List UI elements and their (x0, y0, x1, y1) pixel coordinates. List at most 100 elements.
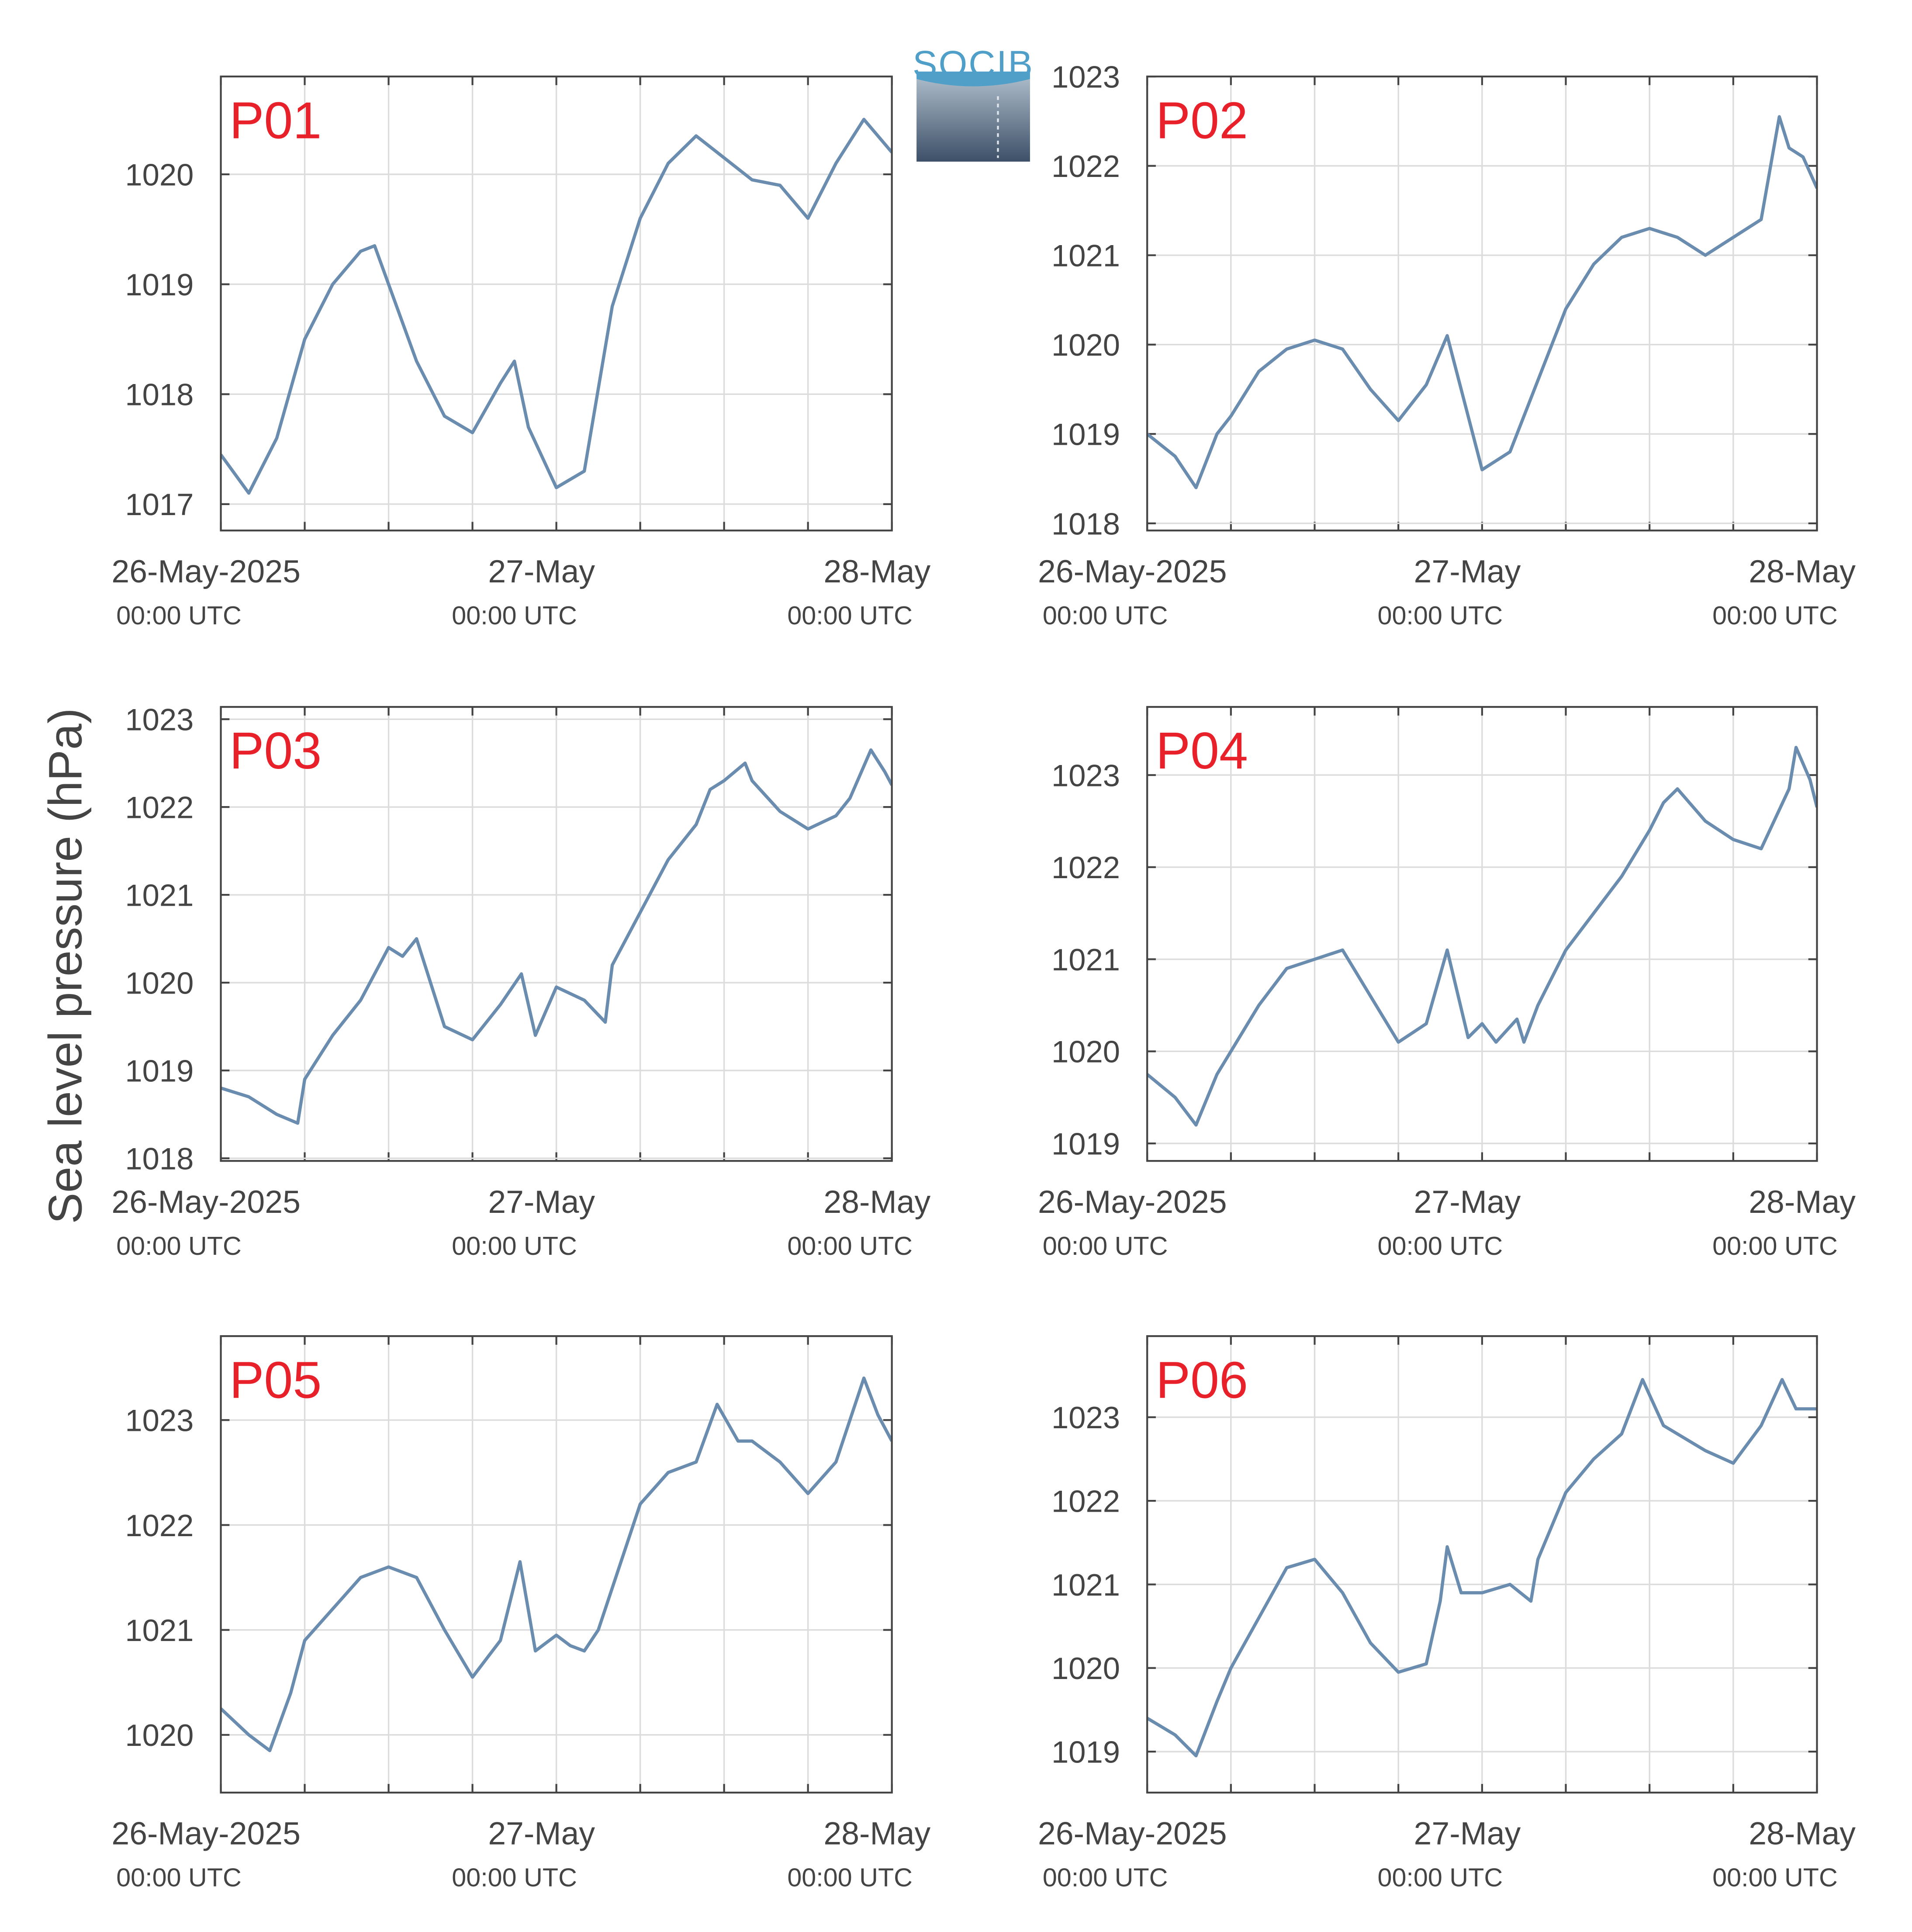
plot-area (221, 118, 892, 495)
y-tick-label: 1018 (125, 377, 194, 412)
x-tick-label: 28-May (823, 1816, 930, 1852)
y-tick-label: 1019 (125, 1054, 194, 1088)
panel: 26-May-2025 00:00 UTC 27-May 00:00 UTC 28-Ma… (111, 1335, 930, 1892)
x-tick-label: 26-May-2025 (111, 1816, 301, 1852)
data-line (1147, 115, 1817, 489)
y-tick-label: 1020 (125, 157, 194, 192)
x-tick-sublabel: 00:00 UTC (452, 601, 577, 630)
axes-frame (1146, 75, 1818, 532)
x-tick-sublabel: 00:00 UTC (1377, 1863, 1503, 1892)
x-tick-label: 28-May (823, 554, 930, 589)
data-line (1147, 746, 1817, 1127)
x-tick-label: 28-May (1749, 554, 1856, 589)
axes-frame (1146, 706, 1818, 1162)
panel-title: P03 (229, 722, 322, 780)
y-tick-label: 1020 (1051, 328, 1120, 362)
plot-area (1147, 746, 1817, 1127)
y-tick-label: 1023 (1051, 758, 1120, 793)
y-tick-label: 1023 (1051, 1400, 1120, 1435)
panel-title: P02 (1156, 92, 1248, 149)
y-axis-label: Sea level pressure (hPa) (39, 708, 91, 1224)
y-tick-label: 1022 (1051, 1484, 1120, 1519)
x-tick-sublabel: 00:00 UTC (1377, 601, 1503, 630)
y-tick-label: 1023 (1051, 59, 1120, 94)
x-tick-label: 27-May (488, 554, 595, 589)
x-tick-label: 27-May (1414, 1816, 1521, 1852)
y-tick-label: 1017 (125, 487, 194, 522)
x-tick-sublabel: 00:00 UTC (1377, 1231, 1503, 1260)
panel-title: P04 (1156, 722, 1248, 780)
x-tick-sublabel: 00:00 UTC (116, 601, 242, 630)
logo-box (916, 79, 1030, 162)
panel: 26-May-2025 00:00 UTC 27-May 00:00 UTC 28-Ma… (111, 703, 930, 1260)
y-tick-label: 1022 (1051, 149, 1120, 184)
y-tick-label: 1019 (1051, 417, 1120, 452)
y-tick-label: 1020 (1051, 1651, 1120, 1686)
x-tick-sublabel: 00:00 UTC (1043, 1863, 1168, 1892)
x-tick-sublabel: 00:00 UTC (787, 1231, 913, 1260)
panel-title: P06 (1156, 1351, 1248, 1409)
y-tick-label: 1021 (1051, 239, 1120, 273)
logo-text: SOCIB (913, 43, 1034, 84)
x-tick-label: 26-May-2025 (1038, 1184, 1227, 1220)
x-tick-sublabel: 00:00 UTC (452, 1231, 577, 1260)
x-tick-label: 27-May (488, 1816, 595, 1852)
x-tick-sublabel: 00:00 UTC (1712, 601, 1838, 630)
plot-area (221, 748, 892, 1125)
y-tick-label: 1021 (125, 1613, 194, 1648)
y-tick-label: 1022 (125, 1508, 194, 1543)
x-tick-sublabel: 00:00 UTC (1043, 1231, 1168, 1260)
axes-frame (220, 706, 893, 1162)
x-tick-sublabel: 00:00 UTC (787, 601, 913, 630)
y-tick-label: 1020 (1051, 1035, 1120, 1069)
data-line (221, 1376, 892, 1752)
panel: 26-May-2025 00:00 UTC 27-May 00:00 UTC 28-Ma… (111, 75, 930, 630)
axes-frame (220, 75, 893, 532)
panel: 26-May-2025 00:00 UTC 27-May 00:00 UTC 28-Ma… (1038, 1335, 1856, 1892)
y-tick-label: 1020 (125, 966, 194, 1001)
x-tick-label: 26-May-2025 (111, 554, 301, 589)
y-tick-label: 1023 (125, 703, 194, 737)
panel: 26-May-2025 00:00 UTC 27-May 00:00 UTC 28-Ma… (1038, 59, 1856, 630)
x-tick-sublabel: 00:00 UTC (1712, 1231, 1838, 1260)
x-tick-label: 28-May (1749, 1184, 1856, 1220)
y-tick-label: 1023 (125, 1403, 194, 1438)
x-tick-label: 26-May-2025 (111, 1184, 301, 1220)
x-tick-label: 27-May (1414, 554, 1521, 589)
data-line (221, 748, 892, 1125)
axes-frame (1146, 1335, 1818, 1794)
y-tick-label: 1020 (125, 1718, 194, 1752)
x-tick-sublabel: 00:00 UTC (1043, 601, 1168, 630)
x-tick-sublabel: 00:00 UTC (116, 1231, 242, 1260)
x-tick-label: 27-May (488, 1184, 595, 1220)
y-tick-label: 1021 (1051, 942, 1120, 977)
panel: 26-May-2025 00:00 UTC 27-May 00:00 UTC 28-Ma… (1038, 706, 1856, 1260)
axes-frame (220, 1335, 893, 1794)
x-tick-label: 27-May (1414, 1184, 1521, 1220)
x-tick-label: 28-May (1749, 1816, 1856, 1852)
x-tick-sublabel: 00:00 UTC (116, 1863, 242, 1892)
x-tick-label: 26-May-2025 (1038, 554, 1227, 589)
y-tick-label: 1018 (125, 1142, 194, 1176)
y-tick-label: 1022 (125, 790, 194, 825)
x-tick-label: 28-May (823, 1184, 930, 1220)
y-tick-label: 1019 (1051, 1735, 1120, 1769)
y-tick-label: 1018 (1051, 506, 1120, 541)
x-tick-sublabel: 00:00 UTC (787, 1863, 913, 1892)
y-tick-label: 1019 (125, 267, 194, 302)
panel-title: P01 (229, 92, 322, 149)
data-line (221, 118, 892, 495)
x-tick-label: 26-May-2025 (1038, 1816, 1227, 1852)
plot-area (1147, 1378, 1817, 1758)
logo: SOCIB (913, 43, 1034, 162)
x-tick-sublabel: 00:00 UTC (452, 1863, 577, 1892)
logo-wave (916, 71, 1030, 87)
plot-area (221, 1376, 892, 1752)
data-line (1147, 1378, 1817, 1758)
y-tick-label: 1019 (1051, 1127, 1120, 1161)
x-tick-sublabel: 00:00 UTC (1712, 1863, 1838, 1892)
plot-area (1147, 115, 1817, 489)
y-tick-label: 1022 (1051, 850, 1120, 885)
